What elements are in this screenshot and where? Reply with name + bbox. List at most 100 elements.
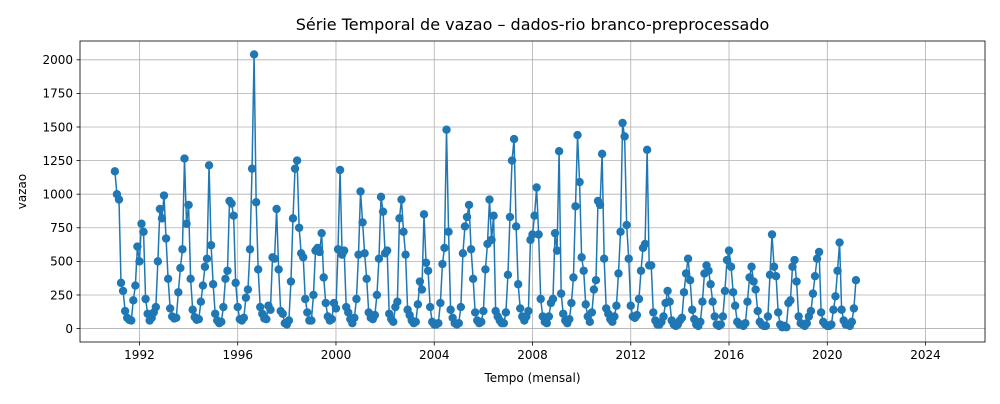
y-tick-label: 1500 [42,120,73,134]
data-point [591,275,601,285]
data-point [528,230,537,239]
data-point [141,294,150,304]
data-point [851,275,861,285]
data-point [151,302,161,312]
data-point [614,269,623,278]
data-point [155,204,165,214]
data-point [253,265,263,274]
data-point [161,234,171,243]
data-point [794,312,803,321]
data-point [683,254,693,263]
data-point [372,290,382,300]
data-point [792,277,801,286]
data-point [229,211,238,220]
data-point [165,304,175,313]
data-point [769,262,779,271]
data-point [204,161,214,170]
data-point [317,228,326,238]
data-point [401,250,410,259]
data-point [399,227,408,237]
data-point [499,318,509,328]
y-axis-label: vazao [15,174,29,209]
data-point [292,156,302,165]
data-point [552,246,562,255]
data-point [806,306,816,316]
data-point [114,195,124,204]
data-point [180,154,189,163]
data-point [665,297,674,306]
data-point [436,298,445,308]
data-point [335,165,345,175]
data-point [559,309,568,318]
y-tick-label: 750 [50,221,73,235]
data-point [622,220,631,230]
data-point [642,145,652,155]
data-point [513,280,523,289]
data-point [505,212,515,222]
data-point [139,227,148,237]
data-point [434,318,443,328]
data-point [376,192,386,202]
data-point [374,254,384,263]
data-point [509,134,519,144]
data-point [542,318,552,328]
data-point [444,227,453,237]
data-point [536,294,545,304]
data-point [753,306,762,316]
data-point [290,164,300,173]
y-tick-label: 2000 [42,53,73,67]
data-point [751,285,760,294]
data-point [303,308,312,317]
data-point [470,308,480,317]
data-point [120,306,130,316]
data-point [118,286,128,296]
data-point [647,261,656,270]
data-point [567,298,576,308]
data-point [360,249,369,258]
data-point [278,309,287,318]
data-point [249,50,259,59]
data-point [827,320,836,329]
data-point [479,306,488,316]
data-point [726,262,736,271]
data-point [127,316,136,325]
data-point [272,204,281,214]
data-point [411,317,421,327]
data-point [307,316,316,325]
data-point [327,314,337,324]
data-point [462,212,472,222]
x-tick-label: 2012 [615,348,646,362]
data-point [679,288,689,297]
data-point [589,285,599,294]
data-point [710,312,719,321]
data-point [569,273,578,282]
x-axis-label: Tempo (mensal) [483,371,580,385]
data-point [704,266,713,275]
data-point [767,230,777,239]
data-point [153,257,163,266]
data-point [550,228,560,238]
data-point [243,285,253,294]
data-point [419,210,429,219]
y-axis: 0 250 500 750 1000 1250 1500 1750 2000 [42,53,80,336]
data-point [612,301,621,310]
x-tick-label: 1996 [222,348,253,362]
data-point [698,297,707,306]
data-point [610,312,619,321]
data-point [172,313,181,323]
data-point [206,241,216,250]
data-point [202,254,212,263]
data-point [829,305,838,314]
data-point [814,247,824,257]
data-point [370,310,380,320]
data-point [299,253,308,262]
data-point [790,255,799,265]
data-point [221,274,230,284]
data-point [438,259,447,269]
data-point [743,297,752,306]
data-point [511,222,521,231]
data-point [728,288,738,297]
x-tick-label: 2004 [419,348,450,362]
data-point [208,280,218,289]
